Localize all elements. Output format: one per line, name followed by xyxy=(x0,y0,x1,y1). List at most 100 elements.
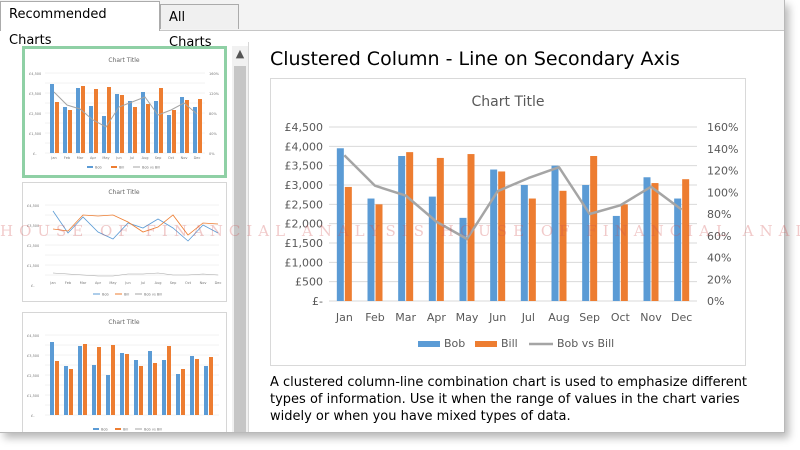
scroll-up-arrow-icon[interactable]: ▲ xyxy=(235,47,245,60)
tab-recommended-charts[interactable]: Recommended Charts xyxy=(0,1,160,48)
chart-preview: Chart Title £4,500 £4,000 £3,500 £3,000 £2,5… xyxy=(270,78,746,366)
svg-text:80%: 80% xyxy=(209,112,217,116)
scrollbar-thumb[interactable] xyxy=(234,66,246,432)
y-axis-tick-label: £- xyxy=(312,295,323,308)
chart-thumbnail-bar[interactable]: Chart Title xyxy=(22,312,227,432)
svg-text:Dec: Dec xyxy=(194,156,201,160)
bar-bob xyxy=(367,198,375,301)
svg-text:Mar: Mar xyxy=(77,156,84,160)
y-axis-tick-label: £500 xyxy=(295,276,323,289)
y2-axis-tick-label: 160% xyxy=(707,121,738,134)
y-axis-tick-label: £2,500 xyxy=(285,198,324,211)
thumbnail-combo-graphic: Chart Title xyxy=(29,57,220,170)
y-axis-tick-label: £4,500 xyxy=(285,121,324,134)
svg-text:Dec: Dec xyxy=(215,281,222,285)
svg-text:40%: 40% xyxy=(209,132,217,136)
x-axis-tick-label: Jul xyxy=(521,311,535,324)
bar-bob xyxy=(551,165,559,301)
svg-text:£4,500: £4,500 xyxy=(29,72,41,76)
svg-text:May: May xyxy=(102,156,109,160)
svg-text:Bob vs Bill: Bob vs Bill xyxy=(142,166,160,170)
insert-chart-dialog: Recommended Charts All Charts Chart Titl… xyxy=(0,0,785,433)
bar-bill xyxy=(436,157,444,301)
svg-text:Jul: Jul xyxy=(129,156,134,160)
thumbnail-scrollbar[interactable]: ▲ xyxy=(232,46,248,432)
bar-bill xyxy=(682,179,690,301)
thumbnail-line-graphic: Chart Title £4,500 £3,500 £2,500 £1,500 £- xyxy=(27,189,222,297)
bar-bill xyxy=(620,204,628,301)
y2-axis-tick-label: 120% xyxy=(707,165,738,178)
chart-thumbnail-line[interactable]: Chart Title £4,500 £3,500 £2,500 £1,500 £- xyxy=(22,182,227,302)
bar-bill xyxy=(651,183,659,301)
svg-text:£1,500: £1,500 xyxy=(27,264,39,268)
x-axis-tick-label: Jun xyxy=(488,311,506,324)
svg-text:Apr: Apr xyxy=(90,156,97,160)
y-axis-tick-label: £4,000 xyxy=(285,140,324,153)
svg-text:120%: 120% xyxy=(209,92,220,96)
x-axis-tick-label: Mar xyxy=(395,311,416,324)
bar-bob xyxy=(336,148,344,301)
svg-text:Jun: Jun xyxy=(124,281,130,285)
bar-bill xyxy=(344,186,352,301)
svg-text:£3,500: £3,500 xyxy=(29,92,41,96)
bar-bill xyxy=(528,198,536,301)
svg-text:Bob: Bob xyxy=(102,293,110,297)
svg-text:Mar: Mar xyxy=(80,281,87,285)
thumbnail-title: Chart Title xyxy=(108,319,140,326)
bar-bob xyxy=(520,185,528,301)
y-axis-tick-label: £3,500 xyxy=(285,160,324,173)
thumbnail-title: Chart Title xyxy=(108,189,140,196)
svg-text:£-: £- xyxy=(31,284,35,288)
bar-bob xyxy=(674,198,682,301)
x-axis-tick-label: Sep xyxy=(579,311,600,324)
bar-bob xyxy=(582,185,590,301)
y-axis-tick-label: £3,000 xyxy=(285,179,324,192)
svg-text:£-: £- xyxy=(31,414,35,418)
legend-label-bill: Bill xyxy=(501,337,518,350)
x-axis-tick-label: Aug xyxy=(548,311,569,324)
svg-text:Jan: Jan xyxy=(50,156,56,160)
svg-text:May: May xyxy=(109,281,116,285)
thumbnail-bar-graphic: Chart Title xyxy=(27,319,219,432)
svg-text:£3,500: £3,500 xyxy=(27,354,39,358)
svg-text:Bill: Bill xyxy=(119,166,124,170)
bar-bill xyxy=(406,152,414,301)
x-axis-tick-label: Jan xyxy=(335,311,353,324)
chart-thumbnail-combo[interactable]: Chart Title xyxy=(22,46,227,178)
preview-chart-type-title: Clustered Column - Line on Secondary Axi… xyxy=(270,48,680,70)
svg-text:Jun: Jun xyxy=(115,156,121,160)
y2-axis-tick-label: 0% xyxy=(707,295,724,308)
svg-text:Oct: Oct xyxy=(185,281,192,285)
y2-axis-tick-label: 20% xyxy=(707,273,731,286)
svg-text:0%: 0% xyxy=(209,152,215,156)
svg-text:Jul: Jul xyxy=(140,281,145,285)
svg-text:£4,500: £4,500 xyxy=(27,204,39,208)
svg-text:Nov: Nov xyxy=(200,281,207,285)
bar-bob xyxy=(643,177,651,301)
thumbnail-title: Chart Title xyxy=(108,57,140,64)
svg-text:Bob vs Bill: Bob vs Bill xyxy=(144,428,162,432)
y-axis-tick-label: £2,000 xyxy=(285,218,324,231)
tab-all-charts[interactable]: All Charts xyxy=(160,4,239,50)
bar-bob xyxy=(398,156,406,301)
y2-axis-tick-label: 40% xyxy=(707,252,731,265)
svg-text:Sep: Sep xyxy=(155,156,162,160)
svg-text:£-: £- xyxy=(33,152,37,156)
svg-text:£3,500: £3,500 xyxy=(27,224,39,228)
bar-bill xyxy=(467,154,475,301)
svg-text:Aug: Aug xyxy=(155,281,162,285)
bar-bill xyxy=(375,204,383,301)
y-axis-tick-label: £1,000 xyxy=(285,256,324,269)
legend-swatch-bill xyxy=(475,341,497,347)
x-axis-tick-label: Feb xyxy=(365,311,384,324)
svg-text:Feb: Feb xyxy=(64,156,71,160)
x-axis-tick-label: Oct xyxy=(611,311,631,324)
y2-axis-tick-label: 140% xyxy=(707,143,738,156)
bar-bob xyxy=(428,196,436,301)
x-axis-tick-label: Nov xyxy=(640,311,662,324)
svg-text:Jan: Jan xyxy=(49,281,55,285)
legend-swatch-bob xyxy=(418,341,440,347)
x-axis-tick-label: May xyxy=(456,311,479,324)
bar-bob xyxy=(459,217,467,301)
y2-axis-tick-label: 80% xyxy=(707,208,731,221)
